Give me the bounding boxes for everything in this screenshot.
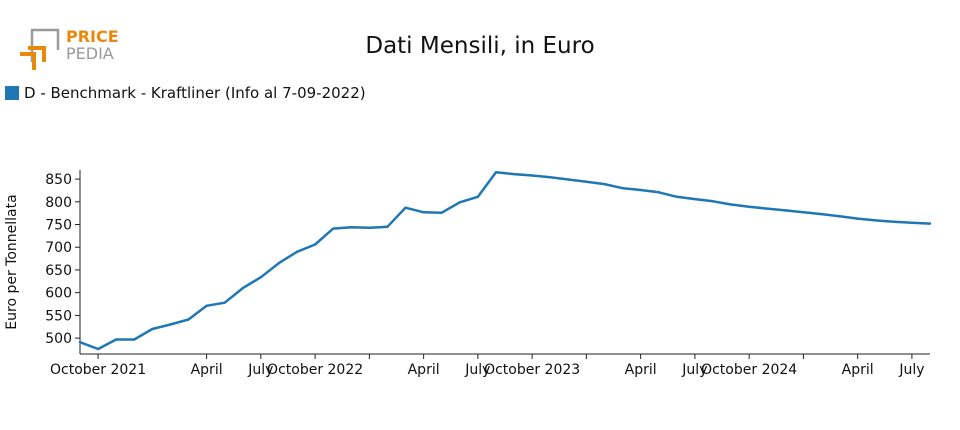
data-point xyxy=(223,301,226,304)
legend-swatch xyxy=(5,86,19,100)
pricepedia-logo: PRICE PEDIA xyxy=(20,27,119,70)
data-point xyxy=(747,205,751,208)
data-point xyxy=(766,207,769,210)
data-point xyxy=(169,323,172,326)
y-tick-label: 650 xyxy=(45,263,72,279)
data-point xyxy=(114,338,118,341)
logo-text-pedia: PEDIA xyxy=(66,44,114,63)
data-point xyxy=(259,276,263,279)
data-point xyxy=(78,340,82,344)
logo-mark-orange xyxy=(20,46,46,70)
data-point xyxy=(494,171,498,174)
x-tick-label: April xyxy=(625,362,657,378)
x-tick-label: July xyxy=(681,362,707,378)
y-tick-label: 550 xyxy=(45,308,72,324)
data-point xyxy=(567,178,570,181)
x-tick-label: October 2023 xyxy=(484,362,580,378)
data-point xyxy=(874,219,877,222)
data-point xyxy=(386,225,389,228)
legend[interactable]: D - Benchmark - Kraftliner (Info al 7-09… xyxy=(5,84,366,102)
data-point xyxy=(277,261,281,265)
y-tick-label: 600 xyxy=(45,286,72,302)
logo-text-price: PRICE xyxy=(66,27,119,46)
y-tick-label: 800 xyxy=(45,195,72,211)
data-point xyxy=(621,186,624,190)
x-tick-label: July xyxy=(247,362,273,378)
x-tick-label: October 2024 xyxy=(701,362,797,378)
data-point xyxy=(585,180,588,184)
x-tick-label: April xyxy=(408,362,440,378)
y-tick-label: 750 xyxy=(45,218,72,234)
x-tick-label: October 2021 xyxy=(50,362,146,378)
y-tick-label: 700 xyxy=(45,240,72,256)
data-point xyxy=(368,226,371,229)
data-point xyxy=(856,217,859,220)
y-axis-title: Euro per Tonnellata xyxy=(4,194,20,329)
data-point xyxy=(530,174,534,177)
data-point xyxy=(313,243,317,246)
data-point xyxy=(603,182,606,186)
data-point xyxy=(512,172,516,176)
y-tick-label: 850 xyxy=(45,172,72,188)
data-point xyxy=(892,220,896,223)
y-tick-label: 500 xyxy=(45,331,72,347)
x-tick-label: July xyxy=(898,362,924,378)
data-point xyxy=(205,304,208,308)
data-point xyxy=(820,212,823,216)
data-point xyxy=(350,226,353,229)
data-point xyxy=(241,286,244,290)
x-tick-label: April xyxy=(191,362,223,378)
data-point xyxy=(133,338,136,341)
data-point xyxy=(657,191,660,194)
data-point xyxy=(151,327,154,331)
data-point xyxy=(838,215,841,218)
data-point xyxy=(693,197,697,201)
plot-area xyxy=(78,171,932,351)
series-line xyxy=(79,171,931,351)
data-point xyxy=(187,318,190,321)
data-point xyxy=(675,195,679,199)
data-point xyxy=(711,200,715,203)
y-axis: 500 550 600 650 700 750 800 850 xyxy=(45,170,81,354)
chart-title: Dati Mensili, in Euro xyxy=(365,33,595,59)
data-point xyxy=(440,211,443,214)
data-point xyxy=(928,222,932,225)
legend-label: D - Benchmark - Kraftliner (Info al 7-09… xyxy=(24,84,366,102)
data-point xyxy=(639,188,642,192)
data-point xyxy=(295,250,299,253)
data-point xyxy=(422,211,425,214)
data-point xyxy=(784,209,787,212)
data-point xyxy=(331,227,335,230)
data-point xyxy=(458,201,461,204)
x-tick-label: July xyxy=(464,362,490,378)
data-point xyxy=(802,211,805,214)
data-point xyxy=(404,206,407,209)
x-tick-label: April xyxy=(842,362,874,378)
x-tick-label: October 2022 xyxy=(267,362,363,378)
data-point xyxy=(910,221,914,224)
data-point xyxy=(729,203,733,206)
data-point xyxy=(96,347,100,351)
data-point xyxy=(476,195,480,199)
data-point xyxy=(549,176,552,179)
